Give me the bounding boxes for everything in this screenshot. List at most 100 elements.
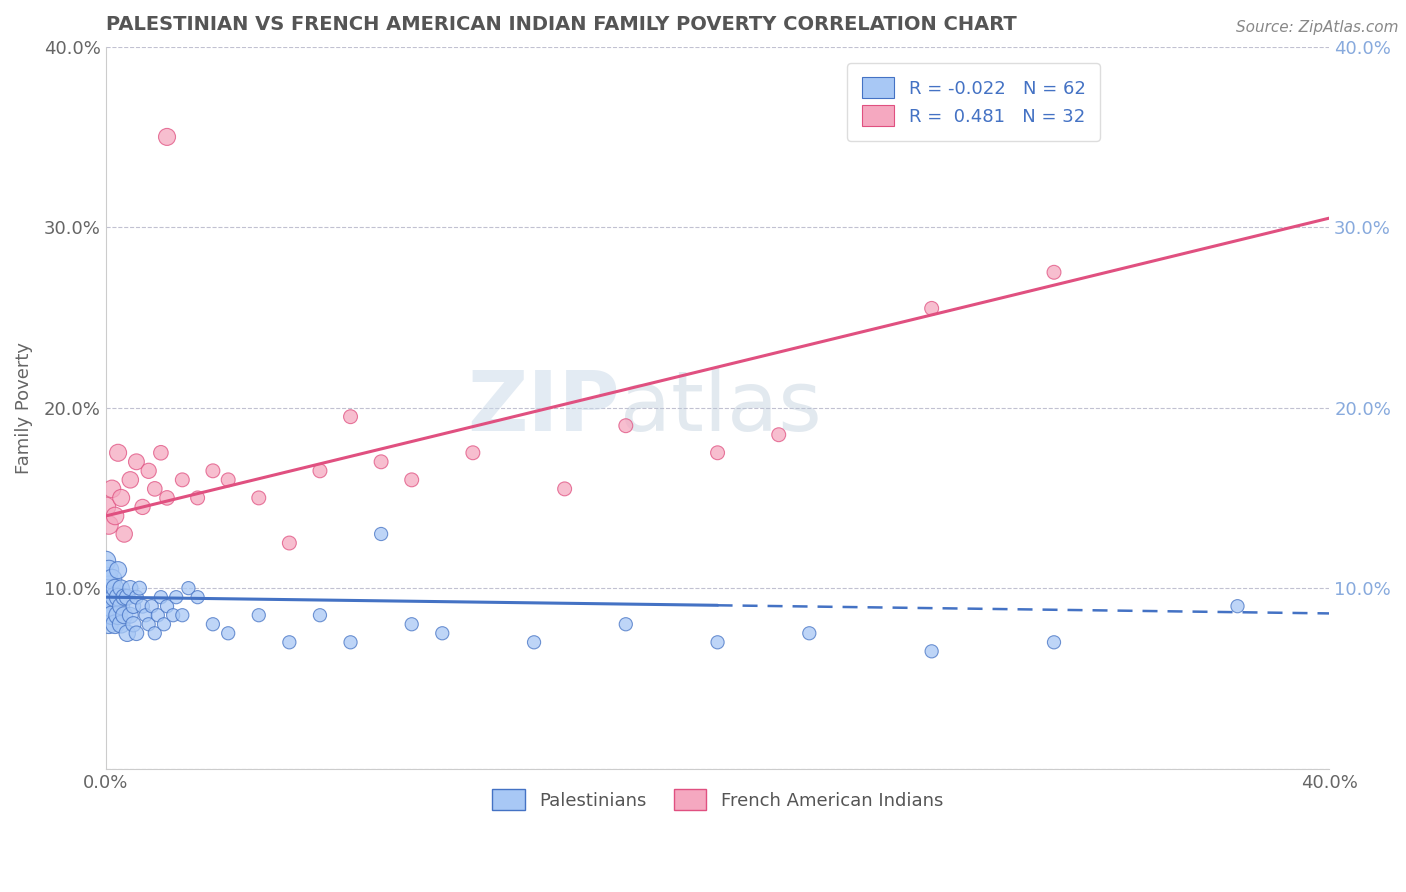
Point [768,427,790,442]
Point [706,446,728,460]
Text: atlas: atlas [620,368,821,448]
Point [125,455,148,469]
Point [122,599,145,614]
Point [162,608,184,623]
Point [94,500,117,514]
Point [94,599,117,614]
Point [120,473,142,487]
Point [309,464,332,478]
Point [122,617,145,632]
Point [247,491,270,505]
Point [97,518,120,533]
Point [112,590,135,604]
Point [278,635,301,649]
Point [135,608,157,623]
Point [101,599,124,614]
Point [120,608,142,623]
Point [401,617,423,632]
Point [107,563,129,577]
Point [104,508,127,523]
Point [101,482,124,496]
Point [125,626,148,640]
Point [138,464,160,478]
Point [125,590,148,604]
Text: PALESTINIAN VS FRENCH AMERICAN INDIAN FAMILY POVERTY CORRELATION CHART: PALESTINIAN VS FRENCH AMERICAN INDIAN FA… [105,15,1017,34]
Point [149,590,172,604]
Point [94,572,117,586]
Point [128,581,150,595]
Point [138,617,160,632]
Point [165,590,187,604]
Point [554,482,576,496]
Point [117,626,139,640]
Point [172,608,194,623]
Point [112,527,135,541]
Y-axis label: Family Poverty: Family Poverty [15,342,32,474]
Point [706,635,728,649]
Point [146,608,169,623]
Point [143,626,166,640]
Point [156,129,179,144]
Point [131,599,153,614]
Point [131,500,153,514]
Point [614,617,637,632]
Point [101,572,124,586]
Point [104,590,127,604]
Point [112,608,135,623]
Point [201,464,224,478]
Point [143,482,166,496]
Point [177,581,200,595]
Point [401,473,423,487]
Point [97,617,120,632]
Point [1043,635,1066,649]
Point [107,608,129,623]
Point [104,581,127,595]
Point [217,626,239,640]
Point [187,491,209,505]
Point [94,554,117,568]
Point [432,626,454,640]
Point [461,446,484,460]
Point [101,608,124,623]
Point [156,491,179,505]
Point [153,617,176,632]
Point [309,608,332,623]
Legend: Palestinians, French American Indians: Palestinians, French American Indians [485,782,950,817]
Point [110,617,132,632]
Point [97,581,120,595]
Point [94,608,117,623]
Point [120,581,142,595]
Point [107,446,129,460]
Point [172,473,194,487]
Point [523,635,546,649]
Point [94,590,117,604]
Point [370,455,392,469]
Point [201,617,224,632]
Point [339,409,361,424]
Point [339,635,361,649]
Point [1043,265,1066,279]
Point [217,473,239,487]
Point [247,608,270,623]
Point [278,536,301,550]
Point [921,644,943,658]
Text: ZIP: ZIP [467,368,620,448]
Point [1226,599,1249,614]
Point [97,563,120,577]
Point [97,590,120,604]
Point [614,418,637,433]
Point [104,617,127,632]
Point [110,581,132,595]
Point [110,491,132,505]
Text: Source: ZipAtlas.com: Source: ZipAtlas.com [1236,20,1399,35]
Point [110,599,132,614]
Point [370,527,392,541]
Point [149,446,172,460]
Point [117,590,139,604]
Point [799,626,821,640]
Point [187,590,209,604]
Point [141,599,163,614]
Point [921,301,943,316]
Point [107,590,129,604]
Point [156,599,179,614]
